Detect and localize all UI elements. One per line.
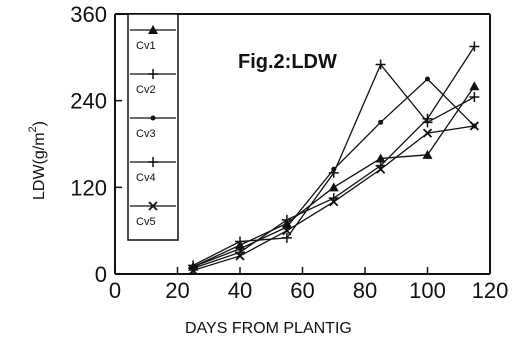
legend-entry-cv5: Cv5	[130, 201, 176, 228]
y-axis-title: LDW(g/m2)	[27, 121, 48, 200]
series-layer	[188, 41, 480, 276]
y-tick-label: 240	[70, 89, 107, 114]
data-point-cv3	[378, 119, 384, 125]
chart-title: Fig.2:LDW	[238, 51, 337, 73]
data-point-cv1	[422, 149, 433, 159]
legend-marker	[148, 157, 158, 167]
data-point-cv1	[469, 81, 480, 91]
legend-marker	[148, 201, 158, 211]
x-tick-label: 20	[165, 278, 189, 303]
legend-marker	[148, 25, 158, 34]
data-point-cv5	[422, 128, 433, 138]
legend-label: Cv5	[136, 216, 156, 228]
legend-entry-cv4: Cv4	[130, 157, 176, 184]
y-tick-label: 0	[95, 262, 107, 287]
y-axis-title-base: LDW(g/m	[31, 132, 48, 200]
data-point-cv5	[375, 164, 386, 174]
data-point-cv1	[328, 182, 339, 192]
data-point-cv2	[281, 214, 292, 225]
legend-box	[127, 13, 179, 241]
legend-label: Cv2	[136, 84, 156, 96]
x-tick-label: 0	[109, 278, 121, 303]
data-point-cv5	[469, 121, 480, 131]
data-point-cv4	[235, 236, 245, 247]
data-point-cv5	[188, 265, 198, 276]
data-point-cv4	[469, 92, 480, 103]
x-tick-label: 80	[353, 278, 377, 303]
x-tick-label: 60	[290, 278, 314, 303]
x-axis-title: DAYS FROM PLANTIG	[185, 320, 352, 337]
x-tick-label: 120	[472, 278, 509, 303]
legend-entry-cv2: Cv2	[130, 69, 176, 96]
y-axis-title-sup: 2	[27, 126, 39, 132]
legend-label: Cv3	[136, 128, 156, 140]
data-point-cv4	[328, 167, 339, 178]
y-tick-label: 360	[70, 2, 107, 27]
data-point-cv2	[469, 41, 480, 52]
series-line-cv4	[192, 63, 475, 266]
axis-ticks: 0 20 40 60 80 100 120 0 120 240 360	[70, 2, 508, 303]
data-point-cv4	[188, 260, 199, 271]
x-tick-label: 40	[228, 278, 252, 303]
data-point-cv5	[329, 197, 339, 207]
data-point-cv3	[425, 76, 430, 82]
y-axis-title-close: )	[31, 121, 48, 126]
data-point-cv1	[375, 153, 386, 163]
data-point-cv4	[422, 117, 433, 128]
data-point-cv3	[237, 246, 243, 252]
series-cv2	[188, 41, 480, 274]
series-line-cv2	[192, 46, 475, 269]
data-point-cv5	[235, 251, 245, 261]
legend-label: Cv1	[136, 40, 156, 52]
legend-marker	[150, 115, 156, 121]
series-cv5	[188, 121, 480, 276]
series-cv4	[188, 59, 480, 271]
legend-marker	[148, 69, 158, 79]
legend: Cv1 Cv2 Cv3 Cv4 Cv5	[130, 25, 176, 228]
data-point-cv5	[282, 226, 292, 236]
legend-entry-cv1: Cv1	[130, 25, 176, 52]
y-tick-label: 120	[70, 175, 107, 200]
x-tick-label: 100	[409, 278, 446, 303]
data-point-cv4	[375, 59, 386, 70]
legend-entry-cv3: Cv3	[130, 115, 176, 140]
legend-label: Cv4	[136, 172, 156, 184]
data-point-cv4	[281, 232, 292, 243]
